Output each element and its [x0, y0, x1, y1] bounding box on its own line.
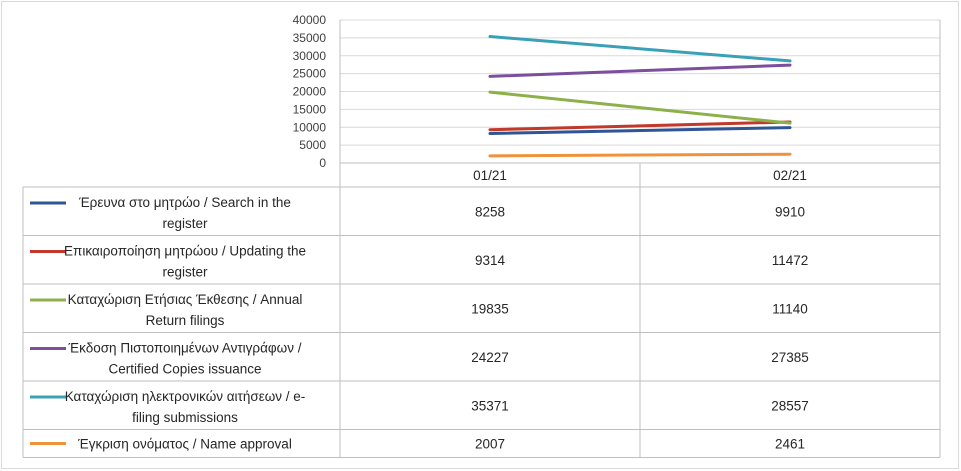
series-line: [488, 90, 792, 125]
y-tick-label: 25000: [293, 67, 327, 81]
data-value: 11472: [772, 253, 809, 268]
series-label: register: [162, 265, 208, 280]
y-tick-label: 10000: [293, 120, 327, 134]
series-line: [488, 63, 792, 78]
data-table: 01/21 02/21 Έρευνα στο μητρώο / Search in …: [22, 20, 941, 458]
data-value: 2007: [475, 437, 505, 452]
series-label: Certified Copies issuance: [108, 362, 261, 377]
y-tick-label: 15000: [293, 102, 327, 116]
series-label: filing submissions: [132, 410, 238, 425]
data-value: 24227: [471, 350, 509, 365]
y-tick-label: 5000: [299, 138, 326, 152]
series-label: Έγκριση ονόματος / Name approval: [77, 437, 292, 452]
x-category-label: 02/21: [773, 168, 807, 183]
y-tick-label: 30000: [293, 49, 327, 63]
series-label: Έρευνα στο μητρώο / Search in the: [78, 195, 291, 210]
series-line: [488, 35, 792, 63]
data-value: 11140: [772, 301, 808, 316]
data-value: 2461: [775, 437, 805, 452]
y-tick-label: 0: [319, 156, 326, 170]
series-label: Καταχώριση ηλεκτρονικών αιτήσεων / e-: [65, 389, 306, 404]
series-line: [488, 126, 792, 135]
data-value: 19835: [471, 301, 509, 316]
data-value: 35371: [471, 398, 509, 413]
y-tick-label: 35000: [293, 31, 327, 45]
series-label: register: [162, 216, 208, 231]
series-label: Return filings: [146, 313, 225, 328]
series-label: Καταχώριση Ετήσιας Έκθεσης / Annual: [68, 292, 303, 307]
series-line: [488, 152, 792, 158]
y-tick-label: 40000: [293, 13, 327, 27]
data-value: 28557: [771, 398, 809, 413]
data-value: 8258: [475, 204, 505, 219]
y-tick-label: 20000: [293, 85, 327, 99]
series-label: Έκδοση Πιστοποιημένων Αντιγράφων /: [68, 341, 302, 356]
data-value: 9910: [775, 204, 805, 219]
data-value: 9314: [475, 253, 506, 268]
x-category-label: 01/21: [473, 168, 507, 183]
data-value: 27385: [771, 350, 809, 365]
series-label: Επικαιροποίηση μητρώου / Updating the: [64, 244, 306, 259]
series-line: [488, 120, 792, 132]
series-lines: [488, 35, 792, 158]
y-axis: 0 5000 10000 15000 20000 25000 30000 35000 40000: [293, 13, 327, 170]
